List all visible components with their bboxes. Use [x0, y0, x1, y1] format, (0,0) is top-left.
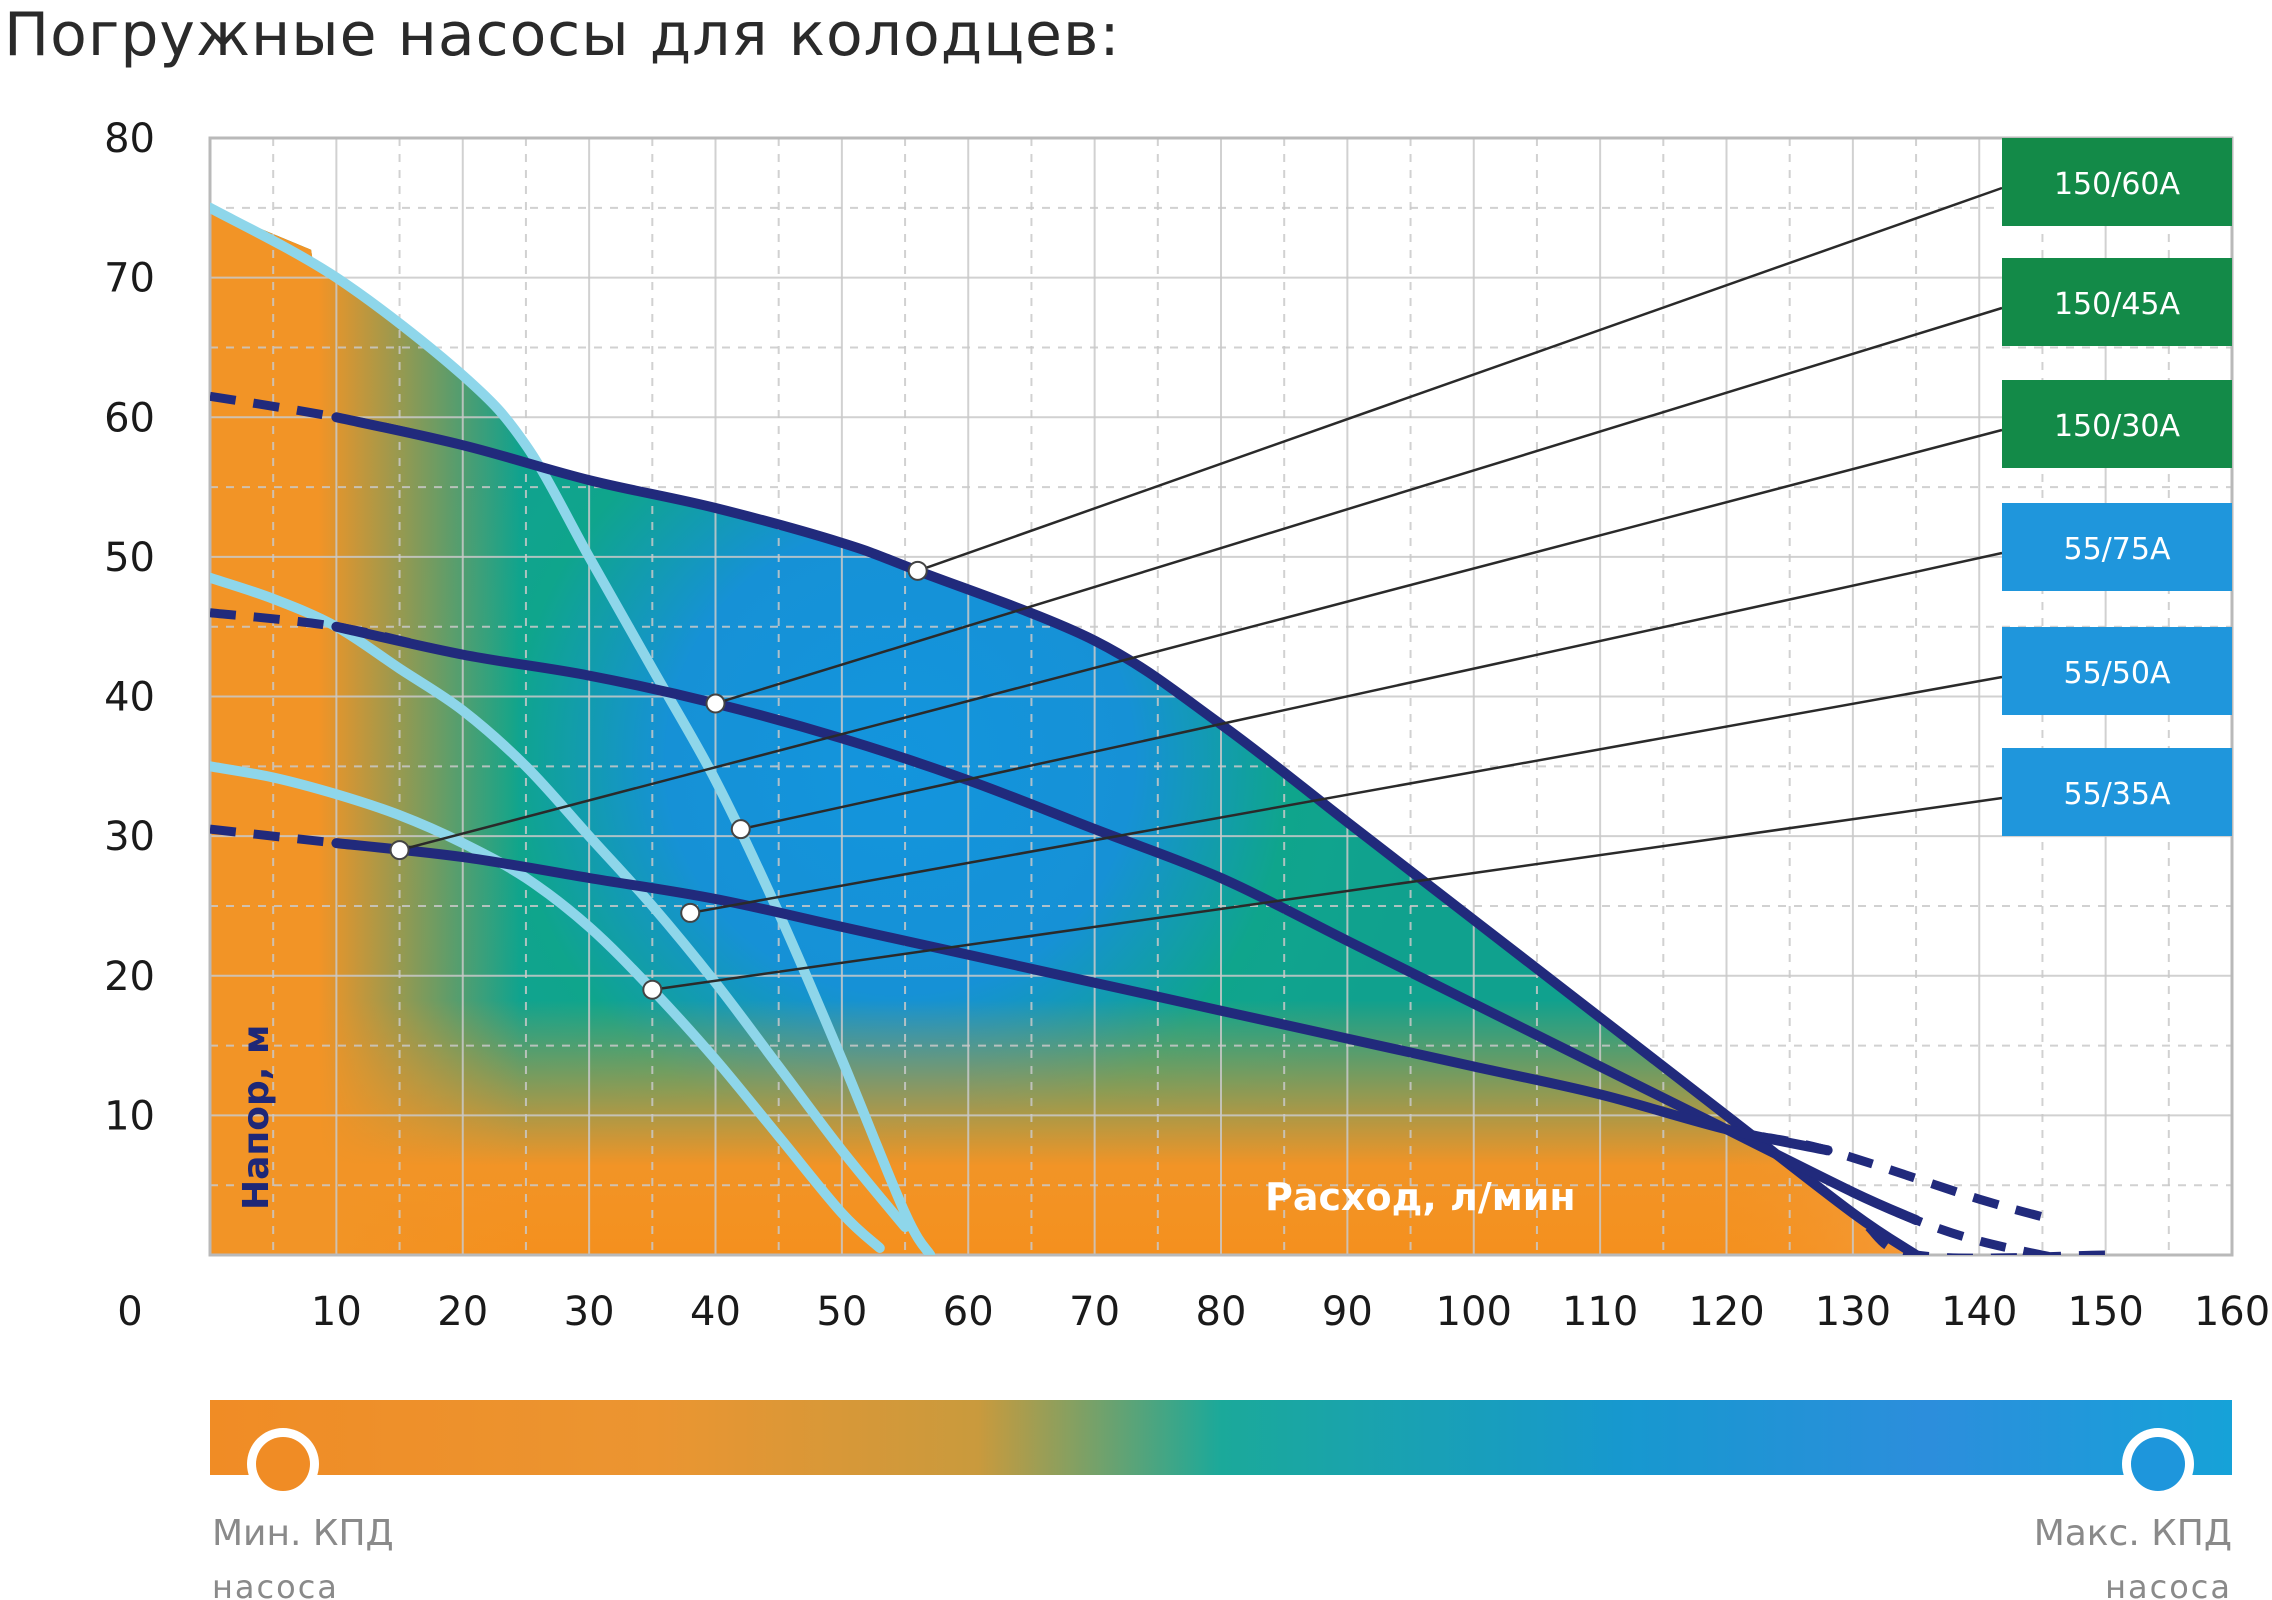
- x-tick-label: 10: [311, 1289, 362, 1335]
- x-tick-label: 120: [1688, 1289, 1764, 1335]
- legend-label: 150/45A: [2054, 287, 2181, 322]
- legend-label: 150/60A: [2054, 167, 2181, 202]
- operating-point: [730, 819, 751, 840]
- curve-150-30a: [331, 838, 1833, 1156]
- x-tick-label: 150: [2067, 1289, 2143, 1335]
- y-tick-label: 70: [104, 256, 155, 302]
- curve-150-45a: [331, 621, 1922, 1226]
- leader-line: [740, 551, 2003, 831]
- operating-point: [642, 979, 663, 1000]
- y-tick-label: 60: [104, 395, 155, 441]
- max-efficiency-dot: [2131, 1437, 2185, 1491]
- legend-label: 55/50A: [2064, 656, 2171, 691]
- y-tick-label: 40: [104, 675, 155, 721]
- legend-box: [2002, 138, 2232, 226]
- operating-point: [705, 693, 726, 714]
- x-tick-label: 20: [437, 1289, 488, 1335]
- colorbar-strip: [210, 1400, 2232, 1475]
- legend-box: [2002, 380, 2232, 468]
- y-tick-label: 50: [104, 535, 155, 581]
- tick-labels: 0 10 20 30 40 50 60 70 80 90 100 110 120 130 140 150 160…: [104, 116, 2270, 1335]
- legend: 150/60A 150/45A 150/30A 55/75A 55/50A 55/35A: [2002, 138, 2232, 836]
- legend-box: [2002, 748, 2232, 836]
- operating-point: [389, 840, 410, 861]
- operating-point: [907, 560, 928, 581]
- min-efficiency-label-2: насоса: [212, 1568, 339, 1600]
- y-tick-label: 80: [104, 116, 155, 162]
- min-efficiency-dot: [256, 1437, 310, 1491]
- operating-point: [680, 902, 701, 923]
- x-tick-label: 70: [1069, 1289, 1120, 1335]
- leader-line: [917, 186, 2003, 573]
- x-tick-label: 90: [1322, 1289, 1373, 1335]
- dark-curves: [210, 391, 2106, 1255]
- y-tick-label: 30: [104, 814, 155, 860]
- x-tick-label: 50: [816, 1289, 867, 1335]
- legend-label: 55/75A: [2064, 532, 2171, 567]
- curve-150-60a: [331, 412, 1922, 1255]
- min-efficiency-label: Мин. КПД: [212, 1513, 394, 1554]
- x-tick-label: 140: [1941, 1289, 2017, 1335]
- leader-line: [690, 675, 2003, 915]
- x-tick-label: 40: [690, 1289, 741, 1335]
- curve-55-35a: [210, 761, 885, 1253]
- legend-label: 55/35A: [2064, 777, 2171, 812]
- y-axis-label: Напор, м: [236, 1025, 277, 1210]
- legend-box: [2002, 503, 2232, 591]
- legend-box: [2002, 627, 2232, 715]
- y-tick-label: 20: [104, 954, 155, 1000]
- x-tick-label: 80: [1196, 1289, 1247, 1335]
- max-efficiency-label: Макс. КПД: [2034, 1513, 2232, 1554]
- x-tick-label: 160: [2194, 1289, 2270, 1335]
- legend-label: 150/30A: [2054, 409, 2181, 444]
- operating-points: [389, 560, 928, 1000]
- x-tick-label: 100: [1436, 1289, 1512, 1335]
- leader-line: [715, 306, 2003, 705]
- leader-line: [399, 428, 2003, 852]
- x-tick-label: 130: [1815, 1289, 1891, 1335]
- origin-tick-label: 0: [117, 1289, 142, 1335]
- y-tick-label: 10: [104, 1093, 155, 1139]
- leader-line: [652, 796, 2003, 991]
- page-title: Погружные насосы для колодцев:: [4, 0, 1121, 70]
- leader-lines: [399, 186, 2003, 991]
- legend-box: [2002, 258, 2232, 346]
- x-tick-label: 110: [1562, 1289, 1638, 1335]
- grid: [210, 138, 2232, 1255]
- efficiency-colorbar: Мин. КПД насоса Макс. КПД насоса: [210, 1400, 2232, 1600]
- x-tick-label: 60: [943, 1289, 994, 1335]
- max-efficiency-label-2: насоса: [2105, 1568, 2232, 1600]
- x-axis-label: Расход, л/мин: [1265, 1175, 1576, 1219]
- curve-55-75a: [210, 202, 936, 1255]
- x-tick-label: 30: [564, 1289, 615, 1335]
